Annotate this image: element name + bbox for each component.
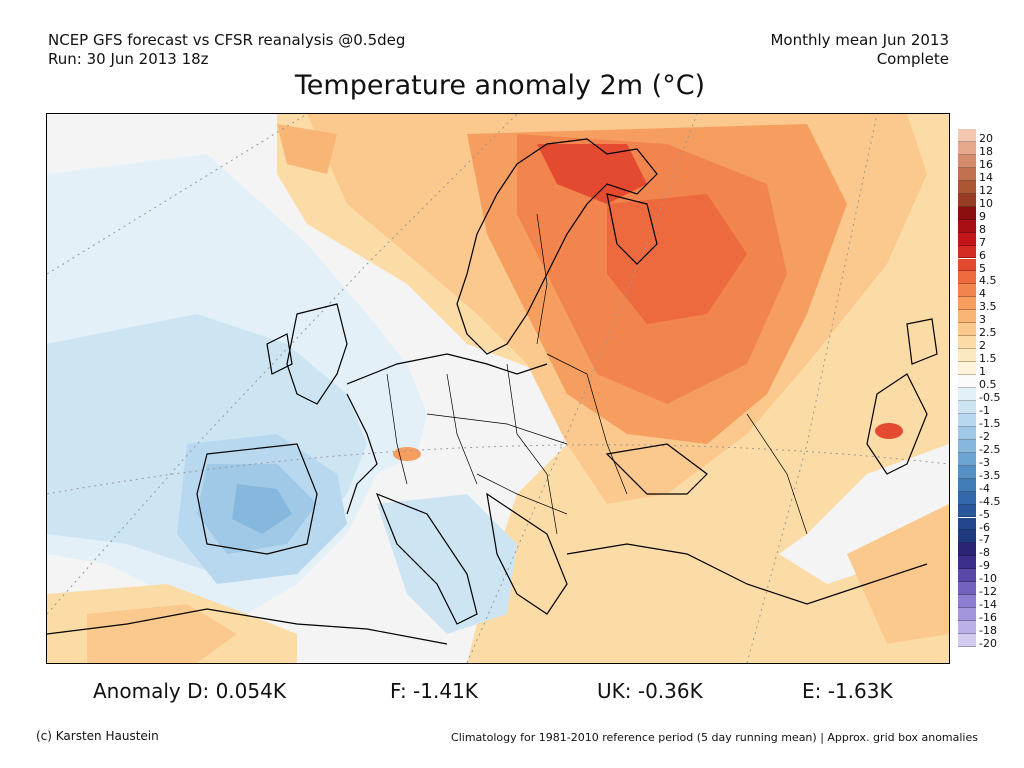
colorbar-label: 7: [979, 235, 986, 249]
colorbar-label: 4: [979, 287, 986, 301]
colorbar-swatch: [958, 426, 976, 440]
colorbar-swatch: [958, 478, 976, 492]
colorbar-swatch: [958, 530, 976, 544]
colorbar-label: 1: [979, 365, 986, 379]
colorbar-swatch: [958, 608, 976, 622]
colorbar-label: 1.5: [979, 352, 997, 366]
colorbar-label: -3.5: [979, 468, 1001, 482]
colorbar-label: -3: [979, 455, 990, 469]
colorbar-label: -12: [979, 585, 997, 599]
colorbar-label: 9: [979, 209, 986, 223]
colorbar-label: -20: [979, 637, 997, 651]
colorbar-label: -1.5: [979, 416, 1001, 430]
colorbar-swatch: [958, 400, 976, 414]
colorbar-label: 12: [979, 183, 993, 197]
colorbar-label: 3: [979, 313, 986, 327]
colorbar-label: 5: [979, 261, 986, 275]
colorbar-swatch: [958, 582, 976, 596]
colorbar-label: -18: [979, 624, 997, 638]
colorbar-swatch: [958, 621, 976, 635]
colorbar-swatch: [958, 232, 976, 246]
colorbar-label: -16: [979, 611, 997, 625]
model-description: NCEP GFS forecast vs CFSR reanalysis @0.…: [48, 31, 406, 49]
colorbar-swatch: [958, 465, 976, 479]
colorbar-swatch: [958, 349, 976, 363]
colorbar-label: 18: [979, 144, 993, 158]
completion-status: Complete: [876, 50, 949, 68]
colorbar-swatch: [958, 388, 976, 401]
climatology-note: Climatology for 1981-2010 reference peri…: [451, 731, 978, 744]
credit-text: (c) Karsten Haustein: [36, 729, 159, 743]
colorbar-label: 16: [979, 157, 993, 171]
colorbar-label: -6: [979, 520, 990, 534]
colorbar-swatch: [958, 452, 976, 466]
colorbar-swatch: [958, 491, 976, 505]
colorbar-swatch: [958, 413, 976, 427]
stat-germany: Anomaly D: 0.054K: [93, 679, 286, 703]
colorbar-swatch: [958, 297, 976, 311]
colorbar-label: 6: [979, 248, 986, 262]
stat-france: F: -1.41K: [390, 679, 478, 703]
colorbar-label: -4.5: [979, 494, 1001, 508]
colorbar-swatch: [958, 556, 976, 570]
colorbar-swatch: [958, 439, 976, 453]
colorbar-label: -14: [979, 598, 997, 612]
colorbar-swatch: [958, 258, 976, 272]
colorbar-label: 2: [979, 339, 986, 353]
colorbar-swatch: [958, 206, 976, 220]
colorbar-swatch: [958, 193, 976, 207]
colorbar-swatch: [958, 180, 976, 194]
header-right: Monthly mean Jun 2013 Complete: [770, 31, 949, 69]
colorbar-swatch: [958, 323, 976, 337]
colorbar-label: -1: [979, 403, 990, 417]
anomaly-map: [46, 113, 950, 664]
colorbar-swatch: [958, 362, 976, 376]
colorbar-swatch: [958, 245, 976, 259]
stat-uk: UK: -0.36K: [597, 679, 703, 703]
anomaly-map-graphic: [47, 114, 949, 663]
colorbar-label: 8: [979, 222, 986, 236]
colorbar-swatch: [958, 271, 976, 285]
header-left: NCEP GFS forecast vs CFSR reanalysis @0.…: [48, 31, 405, 69]
colorbar-label: -9: [979, 559, 990, 573]
colorbar-label: -5: [979, 507, 990, 521]
colorbar-label: -2.5: [979, 442, 1001, 456]
colorbar-label: 14: [979, 170, 993, 184]
run-info: Run: 30 Jun 2013 18z: [48, 50, 209, 68]
period-description: Monthly mean Jun 2013: [770, 31, 949, 49]
map-title: Temperature anomaly 2m (°C): [294, 70, 706, 101]
colorbar-swatch: [958, 569, 976, 583]
colorbar-label: 2.5: [979, 326, 997, 340]
colorbar-swatch: [958, 167, 976, 181]
colorbar-swatch: [958, 154, 976, 168]
colorbar-swatch: [958, 543, 976, 557]
colorbar-label: -4: [979, 481, 990, 495]
colorbar-swatch: [958, 284, 976, 298]
colorbar-swatch: [958, 375, 976, 388]
stat-spain: E: -1.63K: [802, 679, 893, 703]
colorbar-label: 20: [979, 132, 993, 145]
colorbar-swatch: [958, 336, 976, 350]
colorbar-swatch: [958, 634, 976, 647]
colorbar-swatch: [958, 219, 976, 233]
colorbar-swatch: [958, 310, 976, 324]
colorbar-label: -10: [979, 572, 997, 586]
colorbar-swatch: [958, 504, 976, 518]
colorbar-label: 10: [979, 196, 993, 210]
colorbar-label: -2: [979, 429, 990, 443]
colorbar-label: 3.5: [979, 300, 997, 314]
colorbar-label: -0.5: [979, 391, 1001, 404]
colorbar-swatch: [958, 595, 976, 609]
colorbar-swatch: [958, 517, 976, 531]
colorbar-label: 0.5: [979, 378, 997, 392]
colorbar-label: -7: [979, 533, 990, 547]
colorbar-label: -8: [979, 546, 990, 560]
colorbar-label: 4.5: [979, 274, 997, 288]
colorbar-swatch: [958, 141, 976, 155]
colorbar-swatch: [958, 129, 976, 142]
